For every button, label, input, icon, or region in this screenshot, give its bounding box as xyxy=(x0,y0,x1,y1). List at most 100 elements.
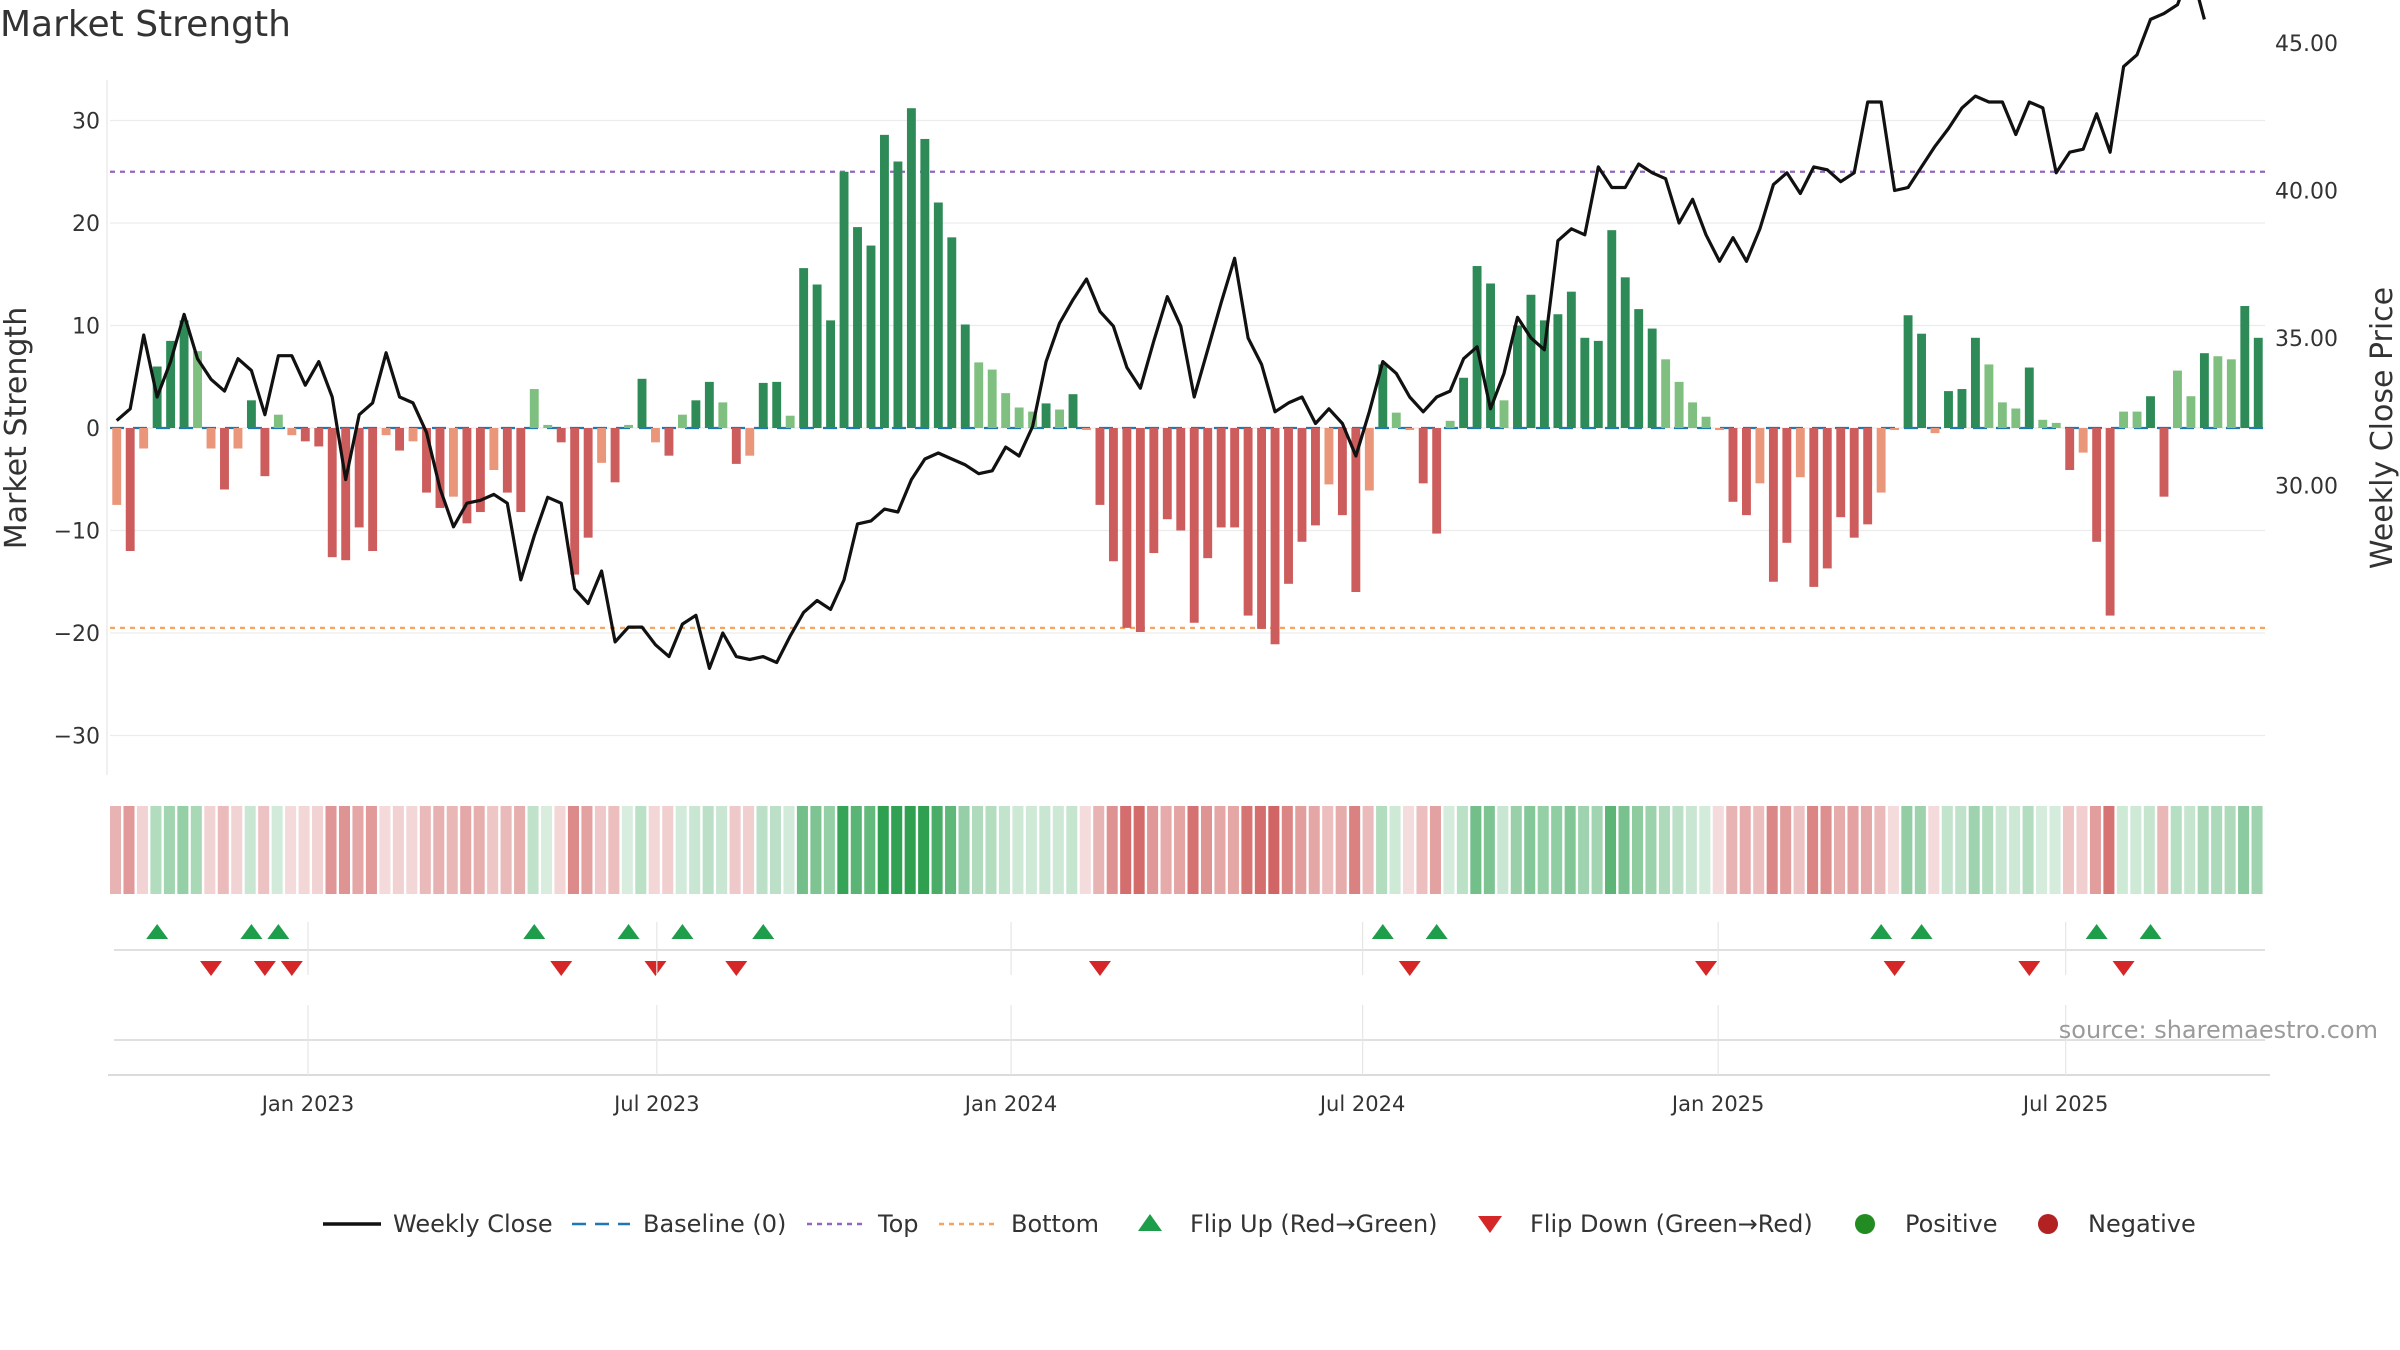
strength-bar xyxy=(1809,428,1819,587)
heat-cell xyxy=(473,806,485,894)
strength-bar xyxy=(1607,230,1617,428)
heat-cell xyxy=(1362,806,1374,894)
y2-tick-label: 35.00 xyxy=(2275,327,2338,352)
strength-bar xyxy=(1068,394,1078,428)
chart-title: Market Strength xyxy=(0,4,291,45)
strength-bar xyxy=(260,428,270,477)
strength-bar xyxy=(1674,381,1684,429)
flip-up-marker xyxy=(1870,924,1893,939)
heat-cell xyxy=(1497,806,1509,894)
strength-bar xyxy=(327,428,337,558)
flip-down-marker xyxy=(550,961,573,976)
strength-bar xyxy=(2092,428,2102,542)
heat-cell xyxy=(365,806,377,894)
strength-bar xyxy=(1324,428,1334,485)
heat-cell xyxy=(1780,806,1792,894)
y-tick-label: −20 xyxy=(54,622,100,647)
strength-bar xyxy=(489,428,499,471)
heat-cell xyxy=(998,806,1010,894)
y2-tick-label: 30.00 xyxy=(2275,475,2338,500)
strength-bar xyxy=(139,428,149,449)
heat-cell xyxy=(958,806,970,894)
heat-cell xyxy=(1712,806,1724,894)
strength-bar xyxy=(1162,428,1172,520)
strength-bar xyxy=(1351,428,1361,592)
heat-cell xyxy=(1012,806,1024,894)
strength-bar xyxy=(1688,402,1698,429)
heat-cell xyxy=(338,806,351,894)
heat-cell xyxy=(877,806,889,894)
strength-bar xyxy=(731,428,741,464)
heat-cell xyxy=(460,806,472,894)
legend-flip-down-icon xyxy=(1478,1216,1502,1233)
strength-bar xyxy=(462,428,472,524)
heat-cell xyxy=(2251,806,2263,894)
heat-cell xyxy=(1483,806,1495,894)
strength-bar xyxy=(960,324,970,428)
strength-bar xyxy=(906,108,916,428)
strength-bar xyxy=(1284,428,1293,584)
heat-cell xyxy=(1901,806,1913,894)
heat-cell xyxy=(1403,806,1415,894)
strength-bar xyxy=(1742,428,1751,516)
heat-cell xyxy=(1537,806,1549,894)
heat-cell xyxy=(2238,806,2250,894)
flip-down-marker xyxy=(1398,961,1421,976)
strength-bar xyxy=(1297,428,1307,542)
flip-up-marker xyxy=(2085,924,2108,939)
heat-cell xyxy=(1578,806,1590,894)
strength-bar xyxy=(1620,277,1630,428)
strength-bar xyxy=(1513,325,1522,428)
strength-bar xyxy=(1001,393,1011,428)
flip-up-marker xyxy=(267,924,290,939)
heat-cell xyxy=(204,806,216,894)
heat-cell xyxy=(2224,806,2236,894)
heat-cell xyxy=(541,806,553,894)
strength-bar xyxy=(1203,428,1213,559)
strength-bar xyxy=(1257,428,1267,629)
heat-cell xyxy=(837,806,849,894)
heat-cell xyxy=(1079,806,1091,894)
strength-bar xyxy=(933,202,943,428)
heat-cell xyxy=(1982,806,1994,894)
heat-cell xyxy=(1106,806,1118,894)
strength-bar xyxy=(1944,391,1953,428)
heat-cell xyxy=(1349,806,1361,894)
strength-bar xyxy=(2186,396,2196,429)
heat-cell xyxy=(2184,806,2196,894)
strength-bar xyxy=(516,428,526,513)
heat-cell xyxy=(2170,806,2182,894)
strength-bar xyxy=(1984,364,1994,428)
strength-bar xyxy=(543,424,553,428)
strength-bar xyxy=(704,381,714,429)
strength-bar xyxy=(2213,356,2223,428)
strength-bar xyxy=(556,428,566,443)
flip-markers xyxy=(114,924,2265,976)
heat-cell xyxy=(904,806,916,894)
heat-cell xyxy=(392,806,404,894)
legend-weekly-close: Weekly Close xyxy=(393,1210,553,1238)
x-tick-label: Jul 2024 xyxy=(1318,1092,1405,1116)
strength-bar xyxy=(529,389,539,428)
strength-bar xyxy=(812,284,822,428)
heat-cell xyxy=(1766,806,1778,894)
strength-bar xyxy=(2159,428,2169,497)
reference-lines xyxy=(110,170,2265,629)
strength-bar xyxy=(1176,428,1186,531)
heat-cell xyxy=(298,806,310,894)
strength-bar xyxy=(893,161,903,428)
strength-bar xyxy=(624,424,633,428)
heat-cell xyxy=(1052,806,1064,894)
heat-cell xyxy=(1941,806,1953,894)
legend-flip-up-icon xyxy=(1138,1214,1162,1231)
heat-cell xyxy=(379,806,391,894)
heat-cell xyxy=(1631,806,1644,894)
heat-cell xyxy=(1254,806,1266,894)
strength-bar xyxy=(381,428,391,436)
strength-bar xyxy=(853,227,862,428)
heat-cell xyxy=(729,806,741,894)
heat-cell xyxy=(1820,806,1832,894)
heat-cell xyxy=(1955,806,1967,894)
strength-bar xyxy=(1876,428,1886,493)
